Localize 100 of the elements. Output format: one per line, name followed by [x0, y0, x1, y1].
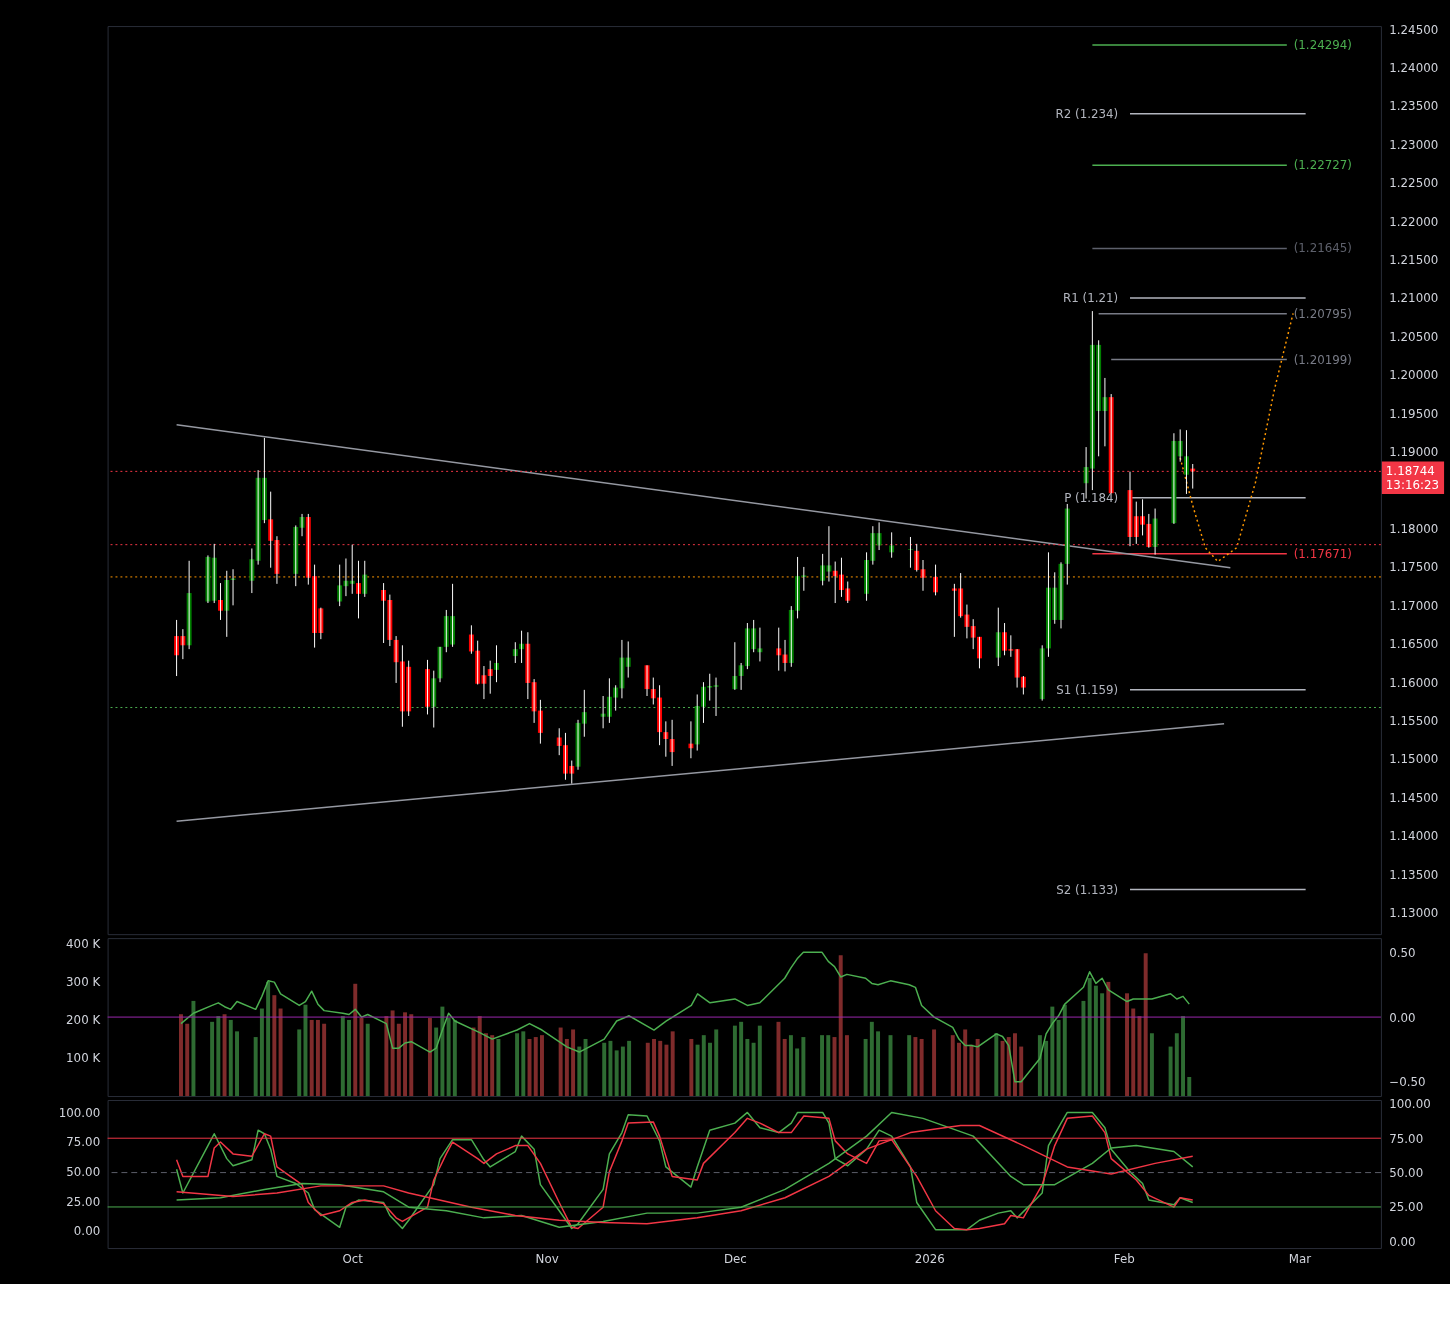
bar [403, 1012, 408, 1097]
bar [919, 1038, 924, 1097]
bar [820, 1035, 825, 1097]
bar [1143, 953, 1148, 1097]
y-tick-label: 25.00 [66, 1194, 101, 1209]
ref-line-label: 1.18744 [1385, 464, 1435, 479]
y2-tick-label: 0.50 [1389, 945, 1416, 960]
x-tick-label: 2026 [914, 1252, 945, 1267]
bar [272, 995, 277, 1097]
bar [876, 1031, 881, 1097]
y-tick-label: 1.16500 [1389, 637, 1439, 652]
bar [210, 1021, 215, 1097]
bar [751, 1042, 756, 1097]
annotation: R2 (1.234) [1055, 106, 1119, 121]
bar [396, 1023, 401, 1097]
x-tick-label: Feb [1113, 1252, 1135, 1267]
bar [322, 1023, 327, 1097]
bar [739, 1021, 744, 1097]
x-tick-label: Nov [535, 1252, 559, 1267]
bar [913, 1037, 918, 1097]
bar [695, 1044, 700, 1097]
bar [540, 1035, 544, 1097]
y-tick-label: 300 K [66, 975, 101, 990]
series-label: (1.20199) [1293, 352, 1352, 367]
bar [1131, 1008, 1136, 1097]
y-tick-label: 1.15000 [1389, 752, 1439, 767]
y-tick-label: 1.15500 [1389, 714, 1439, 729]
bar [353, 983, 358, 1097]
bar [259, 1008, 264, 1097]
x-tick-label: Oct [342, 1252, 364, 1267]
bar [1168, 1046, 1173, 1097]
y-tick-label: 100.00 [58, 1105, 101, 1120]
bar [664, 1044, 669, 1097]
bar [863, 1038, 868, 1097]
y-tick-label: 1.22500 [1389, 176, 1439, 191]
bar [1137, 1016, 1142, 1097]
bar [608, 1040, 613, 1097]
series-label: (1.24294) [1293, 37, 1352, 52]
bar [309, 1019, 314, 1097]
bar [826, 1035, 831, 1097]
bar [278, 1008, 283, 1097]
bar [409, 1014, 414, 1097]
y-tick-label: 1.21000 [1389, 291, 1439, 306]
y2-tick-label: −0.50 [1389, 1075, 1426, 1090]
bar [1081, 1000, 1086, 1097]
bar [620, 1046, 625, 1097]
bar [652, 1038, 656, 1097]
bar [1000, 1040, 1005, 1097]
series-label: (1.21645) [1293, 241, 1352, 256]
bar [1013, 1033, 1017, 1097]
bar [340, 1016, 345, 1097]
bar [957, 1042, 961, 1097]
y-tick-label: 1.22000 [1389, 214, 1439, 229]
bar [297, 1029, 302, 1097]
y-tick-label: 1.14000 [1389, 829, 1439, 844]
y-tick-label: 1.24500 [1389, 22, 1439, 37]
series-label: (1.17671) [1293, 546, 1352, 561]
bar [216, 1016, 221, 1097]
y-tick-label: 1.17000 [1389, 598, 1439, 613]
bar [235, 1031, 239, 1097]
bar [714, 1029, 719, 1097]
bar [191, 1000, 196, 1097]
bar [583, 1038, 588, 1097]
bar [577, 1046, 582, 1097]
bar [869, 1021, 874, 1097]
bar [844, 1035, 849, 1097]
y-tick-label: 100 K [66, 1051, 101, 1066]
y-tick-label: 1.21500 [1389, 253, 1439, 268]
y-tick-label: 75.00 [66, 1135, 101, 1150]
bar [801, 1037, 806, 1097]
bar [1125, 993, 1129, 1097]
bar [571, 1029, 576, 1097]
y-tick-label: 1.19500 [1389, 406, 1439, 421]
bar [963, 1029, 968, 1097]
bar [975, 1038, 980, 1097]
bar [558, 1027, 563, 1097]
bar [1056, 1019, 1061, 1097]
bar [185, 1023, 190, 1097]
bar [533, 1037, 538, 1097]
y-tick-label: 1.16000 [1389, 675, 1439, 690]
bar [627, 1040, 632, 1097]
y-tick-label: 1.20500 [1389, 329, 1439, 344]
bar [732, 1025, 737, 1097]
series-label: (1.22727) [1293, 158, 1352, 173]
bar [222, 1014, 227, 1097]
bar [1037, 1035, 1042, 1097]
bar [658, 1040, 663, 1097]
bar [1149, 1033, 1154, 1097]
y-tick-label: 1.23000 [1389, 137, 1439, 152]
bar [1093, 985, 1098, 1097]
bar [795, 1048, 800, 1097]
bar [907, 1035, 912, 1097]
y-tick-label: 1.13500 [1389, 867, 1439, 882]
y-tick-label: 1.20000 [1389, 368, 1439, 383]
bar [483, 1033, 488, 1097]
bar [689, 1038, 694, 1097]
bar [1100, 993, 1105, 1097]
bar [950, 1035, 955, 1097]
bar [838, 955, 843, 1097]
bar [446, 1018, 451, 1097]
